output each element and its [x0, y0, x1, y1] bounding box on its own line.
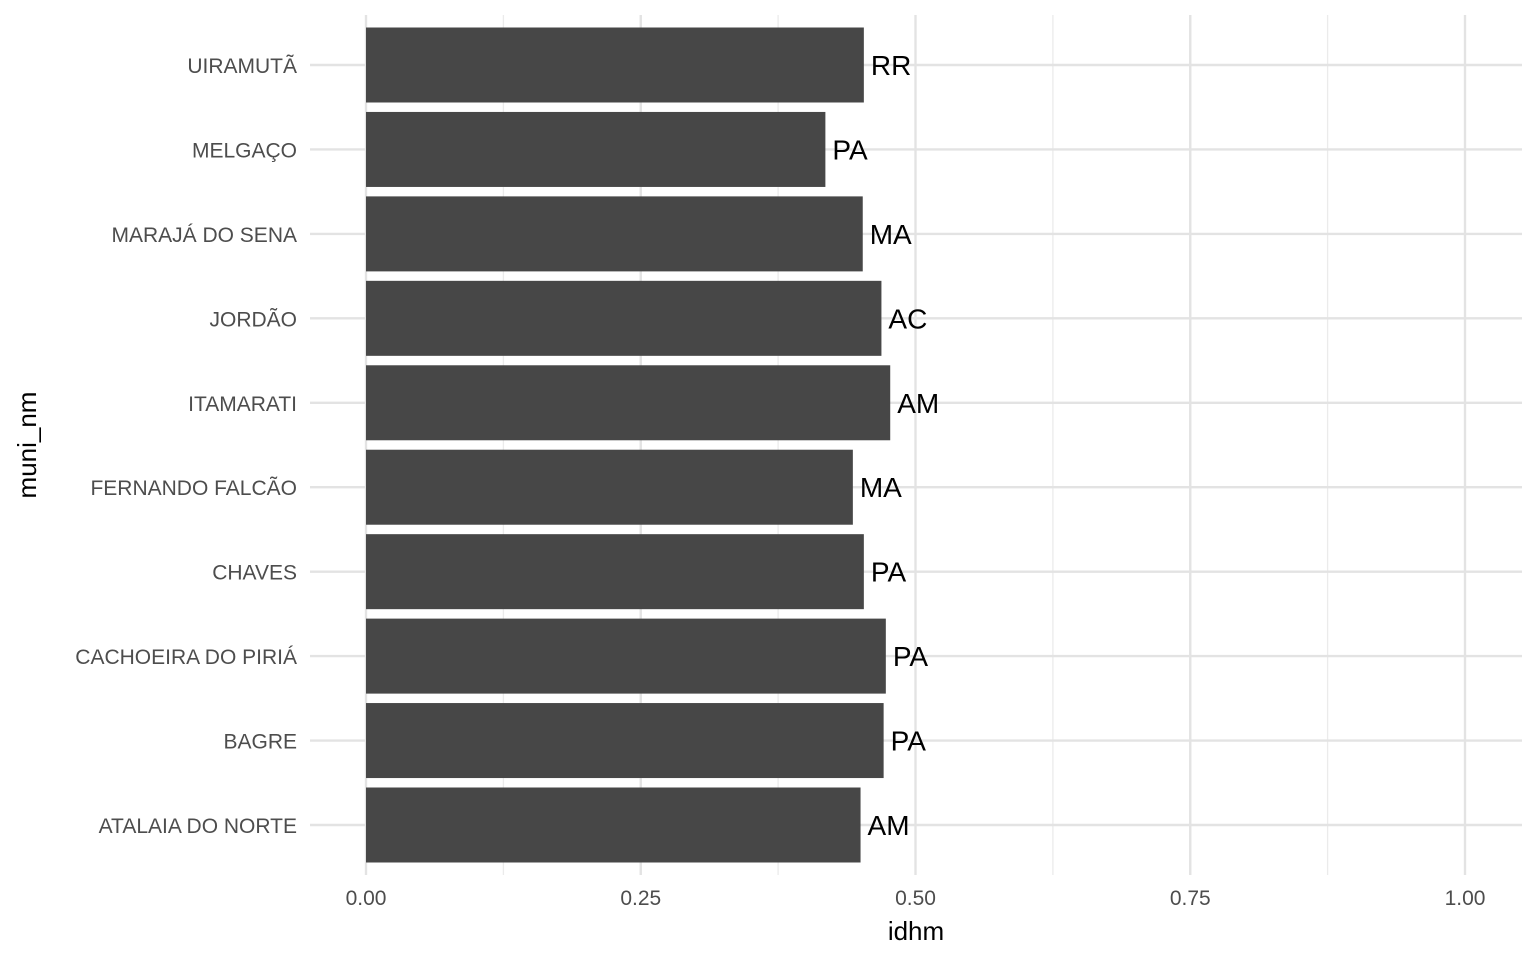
bar — [366, 618, 886, 694]
bar — [366, 534, 864, 610]
y-tick-label: JORDÃO — [209, 307, 297, 331]
bar-data-label: PA — [893, 641, 929, 672]
bar-data-label: MA — [870, 219, 912, 250]
bar-data-label: PA — [832, 134, 868, 165]
y-tick-label: MARAJÁ DO SENA — [111, 224, 297, 247]
x-tick-label: 0.00 — [346, 887, 387, 910]
y-tick-label: FERNANDO FALCÃO — [90, 476, 297, 500]
x-tick-label: 0.50 — [895, 887, 936, 910]
y-tick-labels: UIRAMUTÃ MELGAÇO MARAJÁ DO SENA JORDÃO ITAMA… — [75, 54, 297, 838]
bar-data-label: RR — [871, 50, 911, 81]
x-tick-label: 1.00 — [1445, 887, 1486, 910]
x-tick-label: 0.25 — [620, 887, 661, 910]
bar — [366, 703, 884, 779]
y-axis-title: muni_nm — [12, 392, 42, 499]
y-tick-label: BAGRE — [223, 731, 297, 754]
bar — [366, 449, 853, 525]
bar — [366, 27, 864, 103]
bar — [366, 111, 826, 187]
x-tick-labels: 0.00 0.25 0.50 0.75 1.00 — [346, 887, 1486, 910]
y-tick-label: MELGAÇO — [192, 139, 297, 162]
y-tick-label: CACHOEIRA DO PIRIÁ — [75, 646, 297, 669]
bar — [366, 787, 861, 863]
x-tick-label: 0.75 — [1170, 887, 1211, 910]
bar-data-label: MA — [860, 472, 902, 503]
bars — [366, 27, 891, 863]
x-axis-title: idhm — [888, 916, 944, 946]
bar-data-label: PA — [871, 557, 907, 588]
bar — [366, 365, 891, 441]
bar-data-label: AM — [897, 388, 939, 419]
bar-data-label: AC — [888, 303, 927, 334]
bar — [366, 280, 882, 356]
y-tick-label: UIRAMUTÃ — [187, 54, 297, 78]
y-tick-label: ATALAIA DO NORTE — [99, 815, 297, 838]
y-tick-label: CHAVES — [212, 562, 297, 585]
bar-data-label: AM — [868, 810, 910, 841]
data-labels: RR PA MA AC AM MA PA PA PA AM — [832, 50, 939, 841]
y-tick-label: ITAMARATI — [188, 393, 297, 416]
bar-data-label: PA — [891, 726, 927, 757]
bar — [366, 196, 863, 272]
